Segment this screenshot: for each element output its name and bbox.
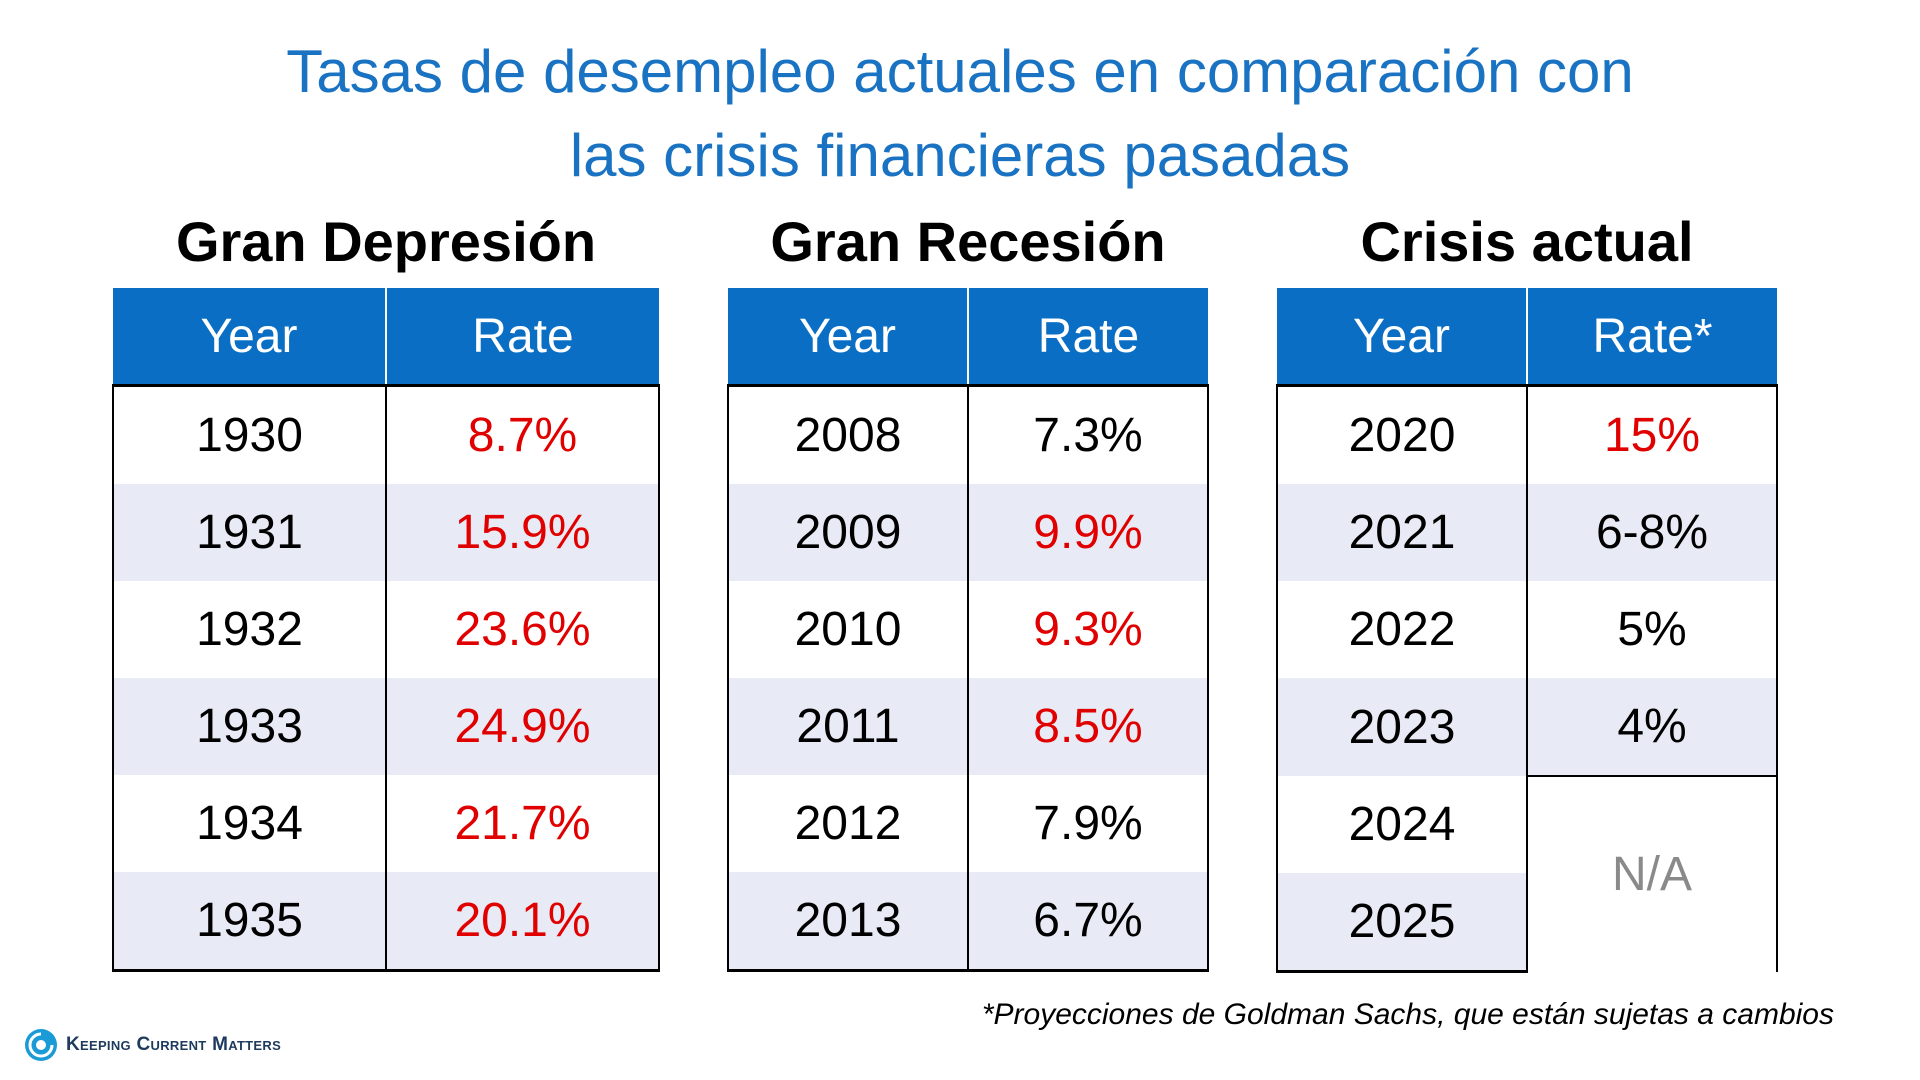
rate-cell: 23.6% [385,581,660,678]
table-row: 2020 15% [1276,384,1778,484]
year-cell: 1934 [112,775,387,872]
table-row: 1930 8.7% [112,384,660,484]
table-row: 1932 23.6% [112,581,660,678]
table-heading: Gran Recesión [770,210,1166,273]
page-title: Tasas de desempleo actuales en comparaci… [0,30,1920,198]
table-row: 2011 8.5% [727,678,1209,775]
year-cell: 2023 [1276,678,1528,776]
table-row: 2022 5% [1276,581,1778,678]
table-gran-recesion: Gran Recesión Year Rate 2008 7.3% 2009 9… [727,200,1209,972]
year-cell: 2011 [727,678,969,775]
rate-cell: 7.3% [967,384,1209,484]
rate-cell: 7.9% [967,775,1209,872]
rates-table: Year Rate 1930 8.7% 1931 15.9% 1932 23.6… [112,288,660,972]
column-header-year: Year [728,288,968,386]
rate-cell: 6-8% [1526,484,1778,581]
rate-cell: 8.7% [385,384,660,484]
table-row: 2025 [1276,873,1777,973]
kcm-swirl-icon [25,1029,57,1061]
table-row: 2012 7.9% [727,775,1209,872]
column-header-rate: Rate* [1526,288,1777,386]
rate-cell: 15% [1526,384,1778,484]
year-cell: 2010 [727,581,969,678]
year-cell: 2013 [727,872,969,972]
year-cell: 2021 [1276,484,1528,581]
table-row: 2013 6.7% [727,872,1209,972]
table-heading: Gran Depresión [175,210,597,273]
rate-cell: 4% [1526,678,1778,776]
rates-table: Year Rate* 2020 15% 2021 6-8% 2022 5% [1276,288,1778,973]
rate-cell: 8.5% [967,678,1209,775]
rate-cell: 5% [1526,581,1778,678]
table-row: 2021 6-8% [1276,484,1778,581]
year-cell: 2008 [727,384,969,484]
header-row: Year Rate [728,288,1208,386]
year-cell: 2020 [1276,384,1528,484]
table-gran-depresion: Gran Depresión Year Rate 1930 8.7% 1931 … [112,200,660,972]
year-cell: 1935 [112,872,387,972]
rate-cell: 9.3% [967,581,1209,678]
title-line-1: Tasas de desempleo actuales en comparaci… [286,38,1634,105]
rates-table: Year Rate 2008 7.3% 2009 9.9% 2010 9.3% [727,288,1209,972]
rate-cell: 6.7% [967,872,1209,972]
year-cell: 2024 [1276,776,1528,873]
rate-cell-na: N/A [1526,775,1778,972]
table-row: 1931 15.9% [112,484,660,581]
table-row: 2008 7.3% [727,384,1209,484]
year-cell: 1930 [112,384,387,484]
column-header-rate: Rate [385,288,659,386]
company-logo: Keeping Current Matters [24,1028,281,1062]
header-row: Year Rate [113,288,659,386]
year-cell: 2025 [1276,873,1528,973]
year-cell: 2009 [727,484,969,581]
rate-cell: 24.9% [385,678,660,775]
rate-cell: 21.7% [385,775,660,872]
year-cell: 1931 [112,484,387,581]
year-cell: 1933 [112,678,387,775]
table-row: 1934 21.7% [112,775,660,872]
table-row: 2024 N/A [1276,775,1778,972]
rate-cell: 9.9% [967,484,1209,581]
year-cell: 2022 [1276,581,1528,678]
column-header-year: Year [1277,288,1527,386]
year-cell: 2012 [727,775,969,872]
table-row: 2009 9.9% [727,484,1209,581]
table-row: 2023 4% [1276,678,1778,776]
rate-cell: 15.9% [385,484,660,581]
table-row: 2010 9.3% [727,581,1209,678]
table-heading: Crisis actual [1360,210,1694,273]
year-cell: 1932 [112,581,387,678]
table-crisis-actual: Crisis actual Year Rate* 2020 15% 2021 6… [1276,200,1778,973]
column-header-rate: Rate [967,288,1208,386]
table-row: 1935 20.1% [112,872,660,972]
rate-cell: 20.1% [385,872,660,972]
footnote: *Proyecciones de Goldman Sachs, que está… [981,998,1834,1031]
logo-text: Keeping Current Matters [66,1034,282,1055]
column-header-year: Year [113,288,386,386]
table-row: 1933 24.9% [112,678,660,775]
title-line-2: las crisis financieras pasadas [569,122,1351,189]
header-row: Year Rate* [1277,288,1777,386]
